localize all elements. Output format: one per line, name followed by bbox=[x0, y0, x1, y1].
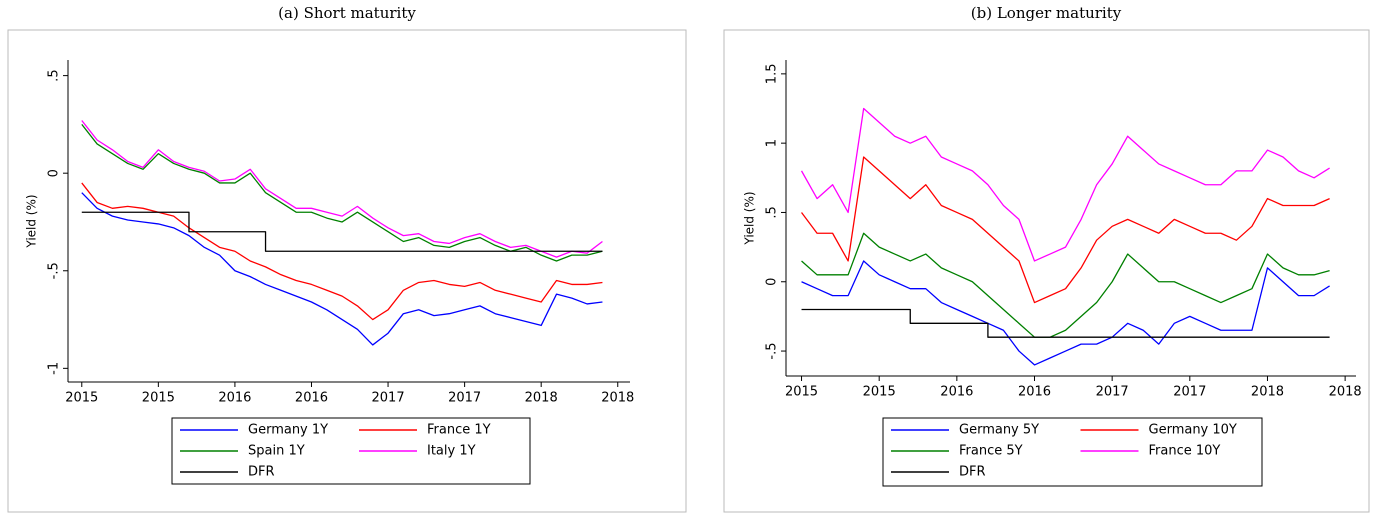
x-tick-label: 2017 bbox=[1096, 385, 1129, 400]
y-tick-label: -.5 bbox=[47, 262, 62, 279]
x-tick-label: 2017 bbox=[448, 391, 481, 406]
y-tick-label: 1.5 bbox=[765, 64, 780, 85]
legend-label: Spain 1Y bbox=[248, 444, 305, 459]
legend-label: Germany 10Y bbox=[1149, 423, 1237, 438]
legend-label: Italy 1Y bbox=[427, 444, 476, 459]
y-tick-label: 1 bbox=[765, 139, 780, 147]
legend-label: France 1Y bbox=[427, 423, 491, 438]
series-line bbox=[801, 260, 1330, 366]
x-tick-label: 2018 bbox=[601, 391, 634, 406]
series-line bbox=[81, 192, 603, 346]
series-line bbox=[801, 232, 1330, 338]
series-line bbox=[801, 156, 1330, 304]
x-tick-label: 2018 bbox=[525, 391, 558, 406]
panel-title: (b) Longer maturity bbox=[971, 4, 1122, 22]
y-tick-label: -.5 bbox=[765, 342, 780, 359]
panel-frame bbox=[7, 29, 687, 513]
x-tick-label: 2016 bbox=[940, 385, 973, 400]
series-line bbox=[81, 120, 603, 258]
y-tick-label: 0 bbox=[765, 278, 780, 286]
y-tick-label: .5 bbox=[765, 206, 780, 218]
y-axis-label: Yield (%) bbox=[25, 194, 39, 248]
series-line bbox=[800, 107, 1330, 262]
legend-label: Germany 5Y bbox=[959, 423, 1039, 438]
x-tick-label: 2015 bbox=[65, 391, 98, 406]
x-tick-label: 2018 bbox=[1329, 385, 1362, 400]
legend-label: DFR bbox=[959, 465, 986, 480]
legend-label: DFR bbox=[248, 465, 275, 480]
y-tick-label: 0 bbox=[47, 169, 62, 177]
series-line bbox=[81, 123, 603, 262]
x-tick-label: 2015 bbox=[785, 385, 818, 400]
x-tick-label: 2016 bbox=[295, 391, 328, 406]
x-tick-label: 2018 bbox=[1251, 385, 1284, 400]
legend-label: France 10Y bbox=[1149, 444, 1221, 459]
series-line bbox=[801, 308, 1330, 338]
legend-label: Germany 1Y bbox=[248, 423, 328, 438]
x-tick-label: 2015 bbox=[863, 385, 896, 400]
series-line bbox=[81, 211, 603, 252]
x-tick-label: 2016 bbox=[1018, 385, 1051, 400]
x-tick-label: 2017 bbox=[372, 391, 405, 406]
panel-title: (a) Short maturity bbox=[278, 4, 416, 22]
series-line bbox=[81, 182, 603, 321]
x-tick-label: 2017 bbox=[1173, 385, 1206, 400]
x-tick-label: 2015 bbox=[142, 391, 175, 406]
legend-label: France 5Y bbox=[959, 444, 1023, 459]
y-axis-label: Yield (%) bbox=[743, 191, 757, 245]
panel-frame bbox=[723, 29, 1370, 513]
y-tick-label: -1 bbox=[47, 362, 62, 375]
x-tick-label: 2016 bbox=[218, 391, 251, 406]
y-tick-label: .5 bbox=[47, 69, 62, 81]
